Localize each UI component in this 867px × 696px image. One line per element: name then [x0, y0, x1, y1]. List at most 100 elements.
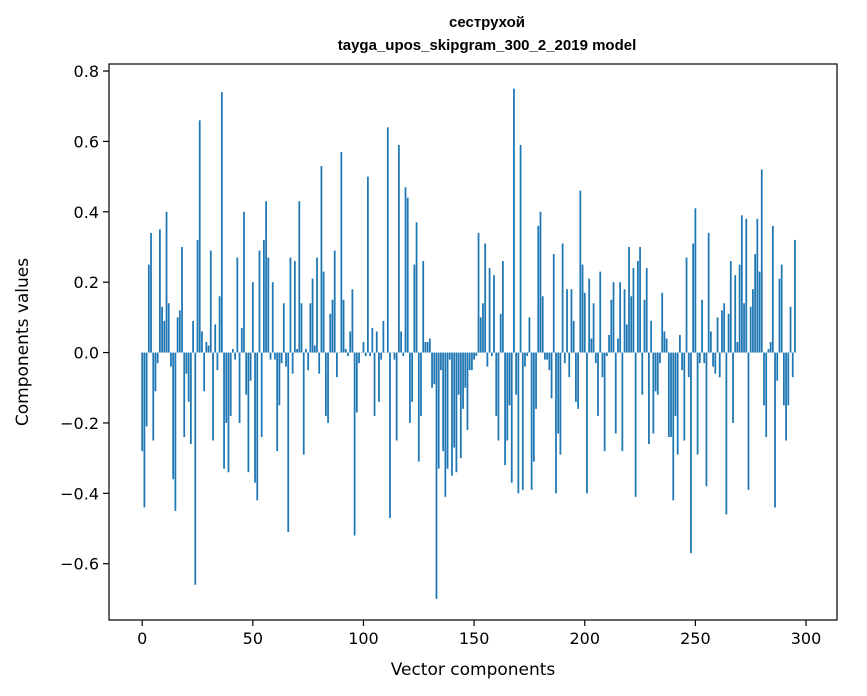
- x-tick-label: 300: [791, 629, 822, 648]
- bar: [526, 352, 529, 357]
- bar: [769, 342, 772, 353]
- bar: [718, 352, 721, 378]
- bar: [612, 282, 615, 353]
- bar: [763, 352, 765, 406]
- bar: [367, 176, 369, 353]
- bar: [674, 352, 677, 416]
- bar: [475, 352, 478, 357]
- bar: [506, 352, 509, 441]
- bar: [192, 320, 194, 353]
- bar: [709, 331, 712, 353]
- bar: [745, 218, 748, 353]
- bar: [316, 257, 318, 353]
- bar: [296, 349, 298, 353]
- bar: [550, 352, 553, 399]
- plot-frame: [108, 63, 838, 621]
- bar: [555, 352, 557, 494]
- bar: [389, 352, 391, 518]
- y-tick-label: 0.2: [74, 273, 99, 292]
- bar: [442, 352, 445, 452]
- bar: [150, 232, 152, 353]
- bar: [417, 352, 420, 462]
- bar: [701, 299, 703, 353]
- bars-group: [141, 88, 796, 599]
- bar: [579, 190, 582, 353]
- bar: [510, 352, 513, 483]
- bar: [619, 282, 622, 353]
- bar: [468, 352, 471, 371]
- bar: [207, 345, 210, 353]
- bar: [703, 352, 706, 364]
- bar: [787, 352, 790, 406]
- bar: [754, 254, 757, 353]
- bar: [641, 352, 644, 395]
- bar: [455, 352, 458, 473]
- bar: [727, 313, 730, 353]
- bar: [247, 352, 250, 473]
- bar: [632, 268, 635, 353]
- bar: [289, 257, 292, 353]
- bar: [617, 338, 619, 353]
- bar: [170, 352, 172, 367]
- bar: [448, 352, 451, 360]
- bar: [473, 352, 475, 360]
- bar: [694, 208, 697, 353]
- bar: [355, 352, 358, 413]
- bar: [729, 261, 732, 353]
- bar: [603, 352, 606, 452]
- bar: [329, 313, 332, 353]
- bar: [681, 352, 683, 371]
- bar: [544, 352, 546, 360]
- bar: [628, 246, 630, 353]
- bar: [371, 327, 374, 353]
- bar: [634, 352, 637, 497]
- x-axis-label: Vector components: [391, 660, 556, 680]
- bar: [402, 352, 405, 357]
- bar: [513, 88, 515, 353]
- bar: [504, 352, 506, 466]
- bar: [721, 310, 723, 353]
- bar: [409, 352, 411, 423]
- bar: [322, 271, 325, 353]
- bar: [758, 271, 761, 353]
- bar: [747, 352, 750, 490]
- bar: [415, 222, 418, 353]
- bar: [369, 352, 371, 357]
- bar: [466, 352, 469, 430]
- x-tick-label: 0: [137, 629, 147, 648]
- bar: [364, 352, 367, 357]
- bar: [285, 352, 287, 367]
- bar: [552, 254, 555, 353]
- bar: [477, 232, 480, 353]
- bar: [187, 352, 190, 402]
- bar: [411, 352, 414, 402]
- bar: [176, 317, 179, 353]
- x-tick-label: 250: [680, 629, 711, 648]
- bar: [508, 352, 511, 406]
- bar: [340, 151, 343, 353]
- y-tick-label: 0.0: [74, 344, 99, 363]
- chart-title-line-2: tayga_upos_skipgram_300_2_2019 model: [338, 37, 637, 54]
- bar: [482, 303, 484, 353]
- bar: [183, 352, 186, 438]
- bar: [327, 352, 329, 423]
- bar: [614, 352, 617, 434]
- bar: [725, 352, 728, 515]
- bar: [271, 282, 274, 353]
- bar: [749, 306, 752, 353]
- bar: [309, 303, 312, 353]
- bar: [716, 317, 719, 353]
- bar: [679, 334, 681, 353]
- y-tick-label: 0.6: [74, 132, 99, 151]
- bar: [234, 352, 237, 360]
- bar: [776, 352, 779, 381]
- bar: [203, 352, 206, 392]
- bar: [490, 352, 493, 357]
- y-tick-label: −0.4: [60, 484, 99, 503]
- bar: [220, 92, 223, 353]
- bar: [227, 352, 230, 473]
- bar: [590, 338, 593, 353]
- bar: [265, 201, 267, 353]
- y-tick-label: 0.8: [74, 62, 99, 81]
- bar: [260, 352, 263, 438]
